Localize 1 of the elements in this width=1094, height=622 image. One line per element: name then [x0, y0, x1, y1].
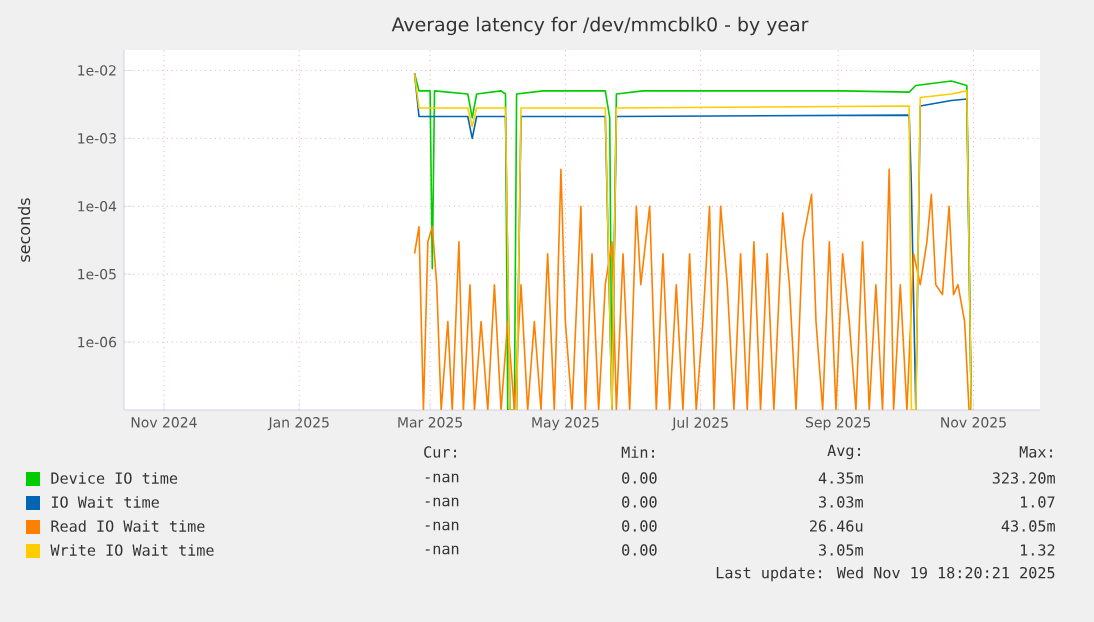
- chart-title: Average latency for /dev/mmcblk0 - by year: [391, 16, 809, 36]
